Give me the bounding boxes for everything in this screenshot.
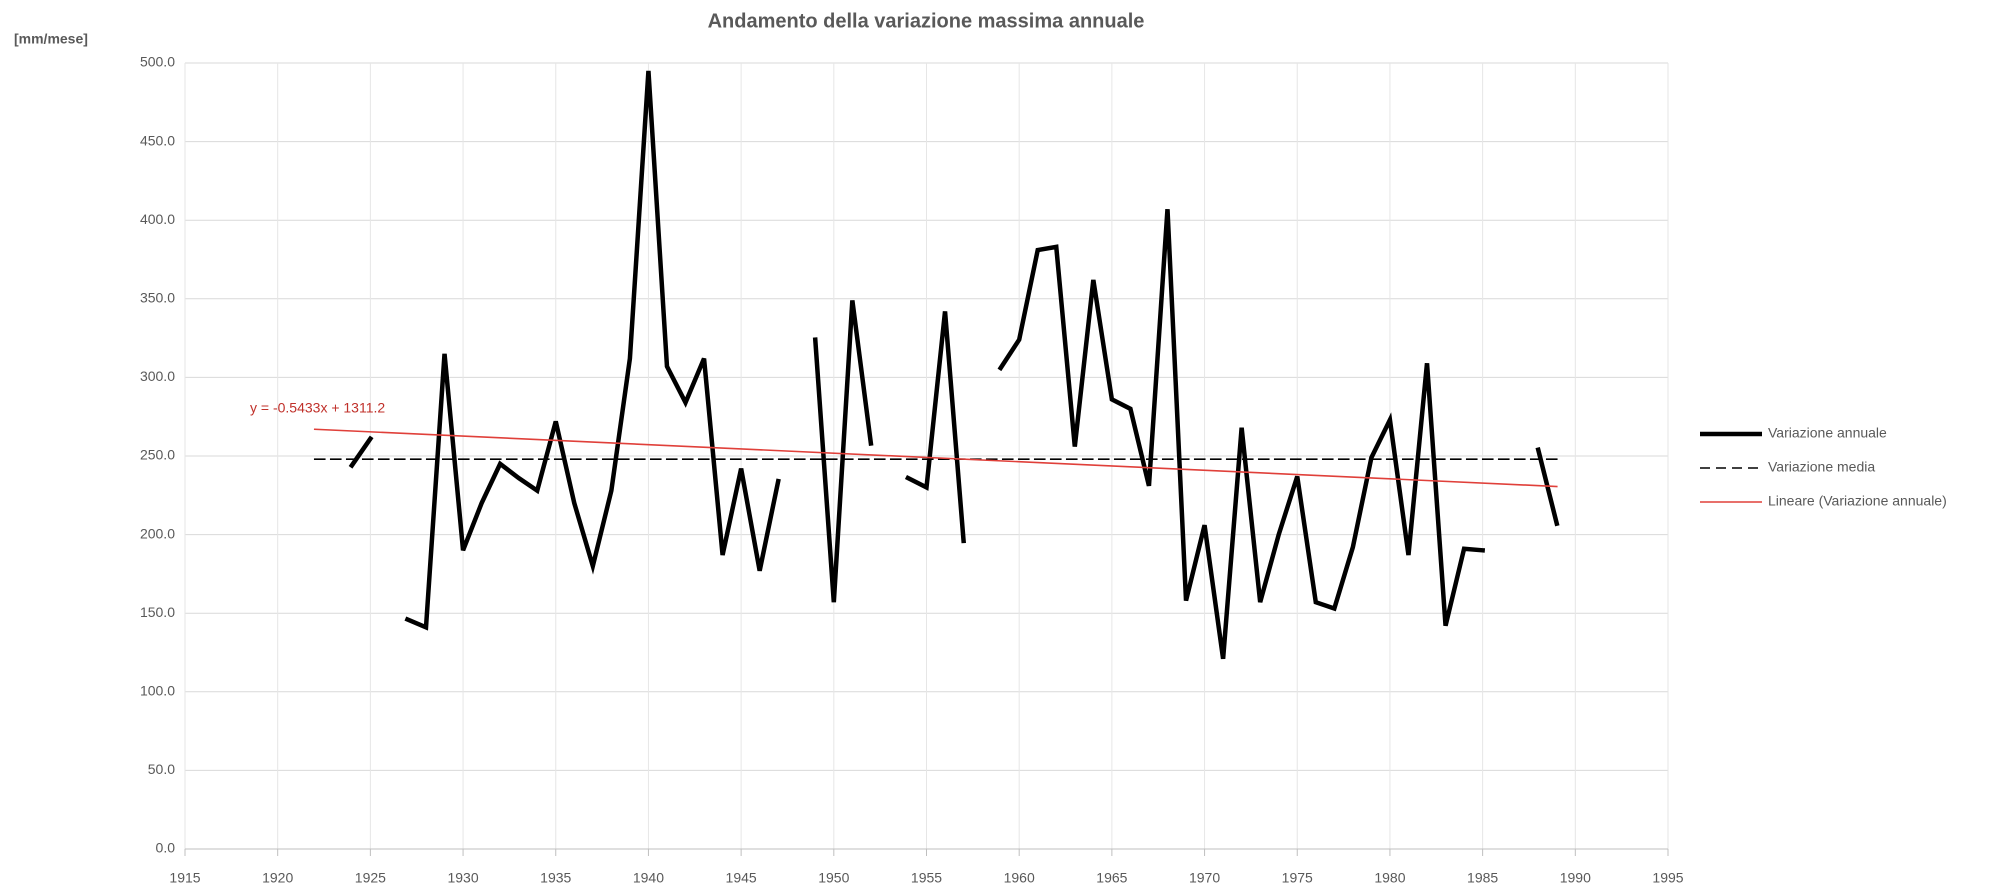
x-tick-label: 1990 — [1560, 870, 1591, 886]
x-tick-label: 1970 — [1189, 870, 1220, 886]
y-tick-label: 500.0 — [140, 54, 175, 70]
y-tick-label: 450.0 — [140, 132, 175, 148]
x-tick-label: 1965 — [1096, 870, 1127, 886]
y-axis-label: [mm/mese] — [14, 31, 88, 47]
x-tick-label: 1925 — [355, 870, 386, 886]
x-tick-label: 1915 — [169, 870, 200, 886]
legend-label: Variazione annuale — [1768, 425, 1887, 441]
chart-title: Andamento della variazione massima annua… — [708, 10, 1145, 32]
series-line — [313, 428, 1558, 488]
trend-equation: y = -0.5433x + 1311.2 — [250, 400, 385, 416]
y-tick-label: 300.0 — [140, 368, 175, 384]
x-tick-label: 1955 — [911, 870, 942, 886]
x-tick-label: 1940 — [633, 870, 664, 886]
series-line — [348, 70, 1560, 660]
legend-label: Variazione media — [1768, 459, 1875, 475]
y-tick-label: 250.0 — [140, 447, 175, 463]
y-tick-label: 100.0 — [140, 683, 175, 699]
y-tick-label: 350.0 — [140, 290, 175, 306]
y-tick-label: 400.0 — [140, 211, 175, 227]
x-tick-label: 1930 — [447, 870, 478, 886]
x-tick-label: 1945 — [726, 870, 757, 886]
y-tick-label: 200.0 — [140, 525, 175, 541]
x-tick-label: 1935 — [540, 870, 571, 886]
x-tick-label: 1985 — [1467, 870, 1498, 886]
x-tick-label: 1980 — [1374, 870, 1405, 886]
x-tick-label: 1920 — [262, 870, 293, 886]
x-tick-label: 1960 — [1004, 870, 1035, 886]
legend-label: Lineare (Variazione annuale) — [1768, 493, 1947, 509]
y-tick-label: 0.0 — [156, 840, 176, 856]
x-tick-label: 1950 — [818, 870, 849, 886]
x-tick-label: 1975 — [1282, 870, 1313, 886]
y-tick-label: 150.0 — [140, 604, 175, 620]
y-tick-label: 50.0 — [148, 761, 175, 777]
x-tick-label: 1995 — [1652, 870, 1683, 886]
